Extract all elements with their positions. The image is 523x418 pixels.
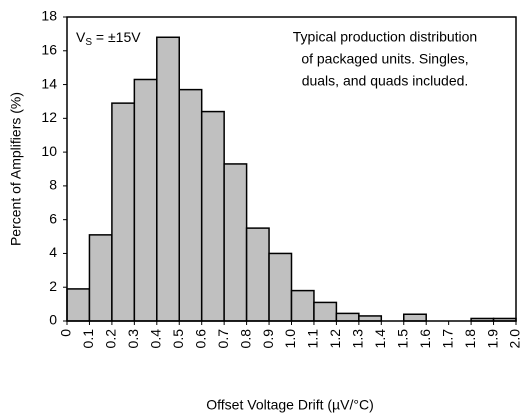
x-tick-label: 2.0 bbox=[507, 329, 523, 349]
x-tick-label: 1.2 bbox=[327, 329, 343, 349]
x-tick-label: 1.8 bbox=[462, 329, 478, 349]
x-tick-label: 0.9 bbox=[260, 329, 276, 349]
x-tick-label: 1.3 bbox=[350, 329, 366, 349]
x-tick-label: 1.7 bbox=[439, 329, 455, 349]
bar bbox=[200, 110, 225, 322]
note-line: duals, and quads included. bbox=[302, 73, 469, 89]
bar bbox=[111, 102, 136, 322]
y-tick-label: 16 bbox=[41, 41, 57, 57]
x-axis-label: Offset Voltage Drift (µV/°C) bbox=[206, 397, 373, 413]
x-tick-label: 1.0 bbox=[282, 329, 298, 349]
x-tick-label: 0.7 bbox=[215, 329, 231, 349]
bar bbox=[156, 36, 181, 322]
x-tick-label: 0.2 bbox=[103, 329, 119, 349]
y-tick-label: 18 bbox=[41, 8, 57, 24]
bar bbox=[133, 78, 158, 322]
note-line: of packaged units. Singles, bbox=[301, 51, 468, 67]
bar bbox=[88, 234, 113, 322]
bar bbox=[358, 315, 383, 322]
y-tick-label: 10 bbox=[41, 143, 57, 159]
y-tick-label: 4 bbox=[49, 244, 57, 260]
bar bbox=[178, 88, 203, 322]
bar bbox=[223, 163, 248, 322]
x-tick-label: 0.4 bbox=[148, 329, 164, 349]
x-tick-label: 1.1 bbox=[305, 329, 321, 349]
x-tick-label: 0.6 bbox=[192, 329, 208, 349]
x-tick-label: 1.9 bbox=[484, 329, 500, 349]
bar bbox=[335, 312, 360, 322]
bar bbox=[66, 288, 91, 322]
bar bbox=[403, 313, 427, 322]
y-tick-label: 0 bbox=[49, 312, 57, 328]
x-tick-label: 1.5 bbox=[394, 329, 410, 349]
x-tick-label: 1.4 bbox=[372, 329, 388, 349]
y-tick-label: 8 bbox=[49, 177, 57, 193]
bar bbox=[245, 227, 270, 322]
bar bbox=[313, 301, 338, 322]
bar bbox=[268, 252, 293, 322]
bar bbox=[290, 289, 315, 322]
note-line: Typical production distribution bbox=[293, 29, 477, 45]
x-tick-label: 0.8 bbox=[237, 329, 253, 349]
y-axis-label: Percent of Amplifiers (%) bbox=[8, 92, 24, 246]
y-tick-label: 12 bbox=[41, 109, 57, 125]
y-tick-label: 6 bbox=[49, 210, 57, 226]
x-tick-label: 0.1 bbox=[80, 329, 96, 349]
x-tick-label: 0.5 bbox=[170, 329, 186, 349]
x-tick-label: 0 bbox=[58, 329, 74, 337]
x-tick-label: 1.6 bbox=[417, 329, 433, 349]
y-tick-label: 2 bbox=[49, 278, 57, 294]
x-tick-label: 0.3 bbox=[125, 329, 141, 349]
condition-label: VS = ±15V bbox=[76, 29, 141, 48]
y-tick-label: 14 bbox=[41, 75, 57, 91]
